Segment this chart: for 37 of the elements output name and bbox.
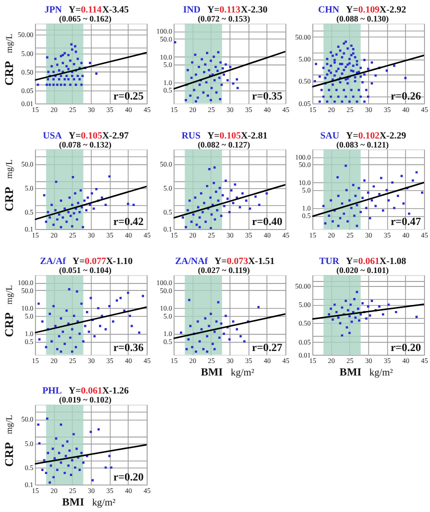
chart-subtitle: (0.083 ~ 0.121) (336, 139, 389, 150)
x-axis-title: BMI kg/m² (340, 366, 393, 379)
chart-title: ZA/NAf Y=0.073X-1.51 (175, 256, 275, 267)
chart-subtitle: (0.051 ~ 0.104) (59, 264, 112, 275)
annotation: r=0.35 (252, 90, 283, 102)
chart-title: ZA/Af Y=0.077X-1.10 (40, 256, 133, 267)
annotation: r=0.20 (390, 342, 422, 354)
chart-title: RUS Y=0.105X-2.81 (182, 131, 268, 142)
annotation: r=0.42 (113, 216, 144, 228)
y-axis-title: CRP mg/L (2, 285, 16, 338)
chart-title: JPN Y=0.114X-3.45 (44, 6, 130, 16)
chart-subtitle: (0.088 ~ 0.130) (336, 14, 389, 24)
chart-subtitle: (0.027 ~ 0.119) (198, 264, 250, 275)
y-axis-title: CRP mg/L (2, 414, 16, 467)
y-axis-title: CRP mg/L (2, 34, 16, 86)
annotation: r=0.26 (390, 90, 422, 102)
chart-subtitle: (0.078 ~ 0.132) (59, 139, 112, 150)
x-axis-title: BMI kg/m² (200, 366, 254, 379)
chart-title: TUR Y=0.061X-1.08 (319, 256, 406, 267)
chart-subtitle: (0.072 ~ 0.153) (198, 14, 250, 24)
annotation: r=0.36 (113, 342, 144, 354)
annotation: r=0.27 (252, 342, 283, 354)
y-axis-title: CRP mg/L (2, 159, 16, 212)
chart-subtitle: (0.020 ~ 0.101) (336, 264, 389, 275)
chart-subtitle: (0.019 ~ 0.102) (59, 394, 112, 405)
chart-title: PHL Y=0.061X-1.26 (42, 386, 130, 397)
chart-title: IND Y=0.113X-2.30 (183, 6, 268, 16)
chart-subtitle: (0.065 ~ 0.162) (59, 14, 112, 24)
annotation: r=0.20 (113, 471, 144, 484)
annotation: r=0.40 (252, 216, 283, 228)
annotation: r=0.47 (390, 216, 422, 228)
x-axis-title: BMI kg/m² (62, 496, 116, 508)
chart-title: SAU Y=0.102X-2.29 (320, 131, 406, 142)
annotation: r=0.25 (113, 90, 144, 102)
chart-subtitle: (0.082 ~ 0.127) (198, 139, 250, 150)
chart-title: USA Y=0.105X-2.97 (42, 131, 130, 142)
chart-title: CHN Y=0.109X-2.92 (318, 6, 406, 16)
